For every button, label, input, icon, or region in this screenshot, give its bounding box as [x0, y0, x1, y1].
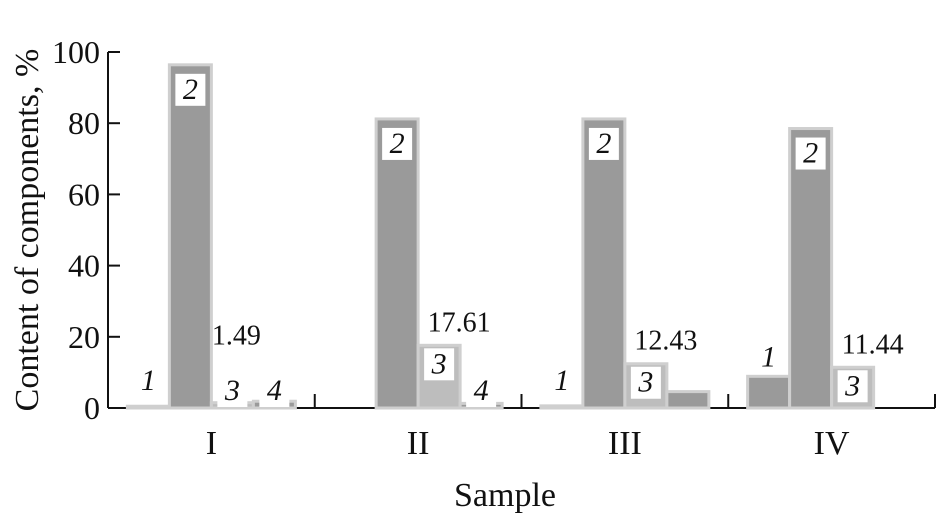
y-tick-label: 60 — [68, 176, 100, 212]
x-tick-label: I — [206, 425, 217, 462]
bar-III-series-4 — [665, 390, 711, 410]
y-axis: 0 20 40 60 80 100 — [52, 34, 120, 426]
bar-series-label: 1 — [761, 340, 776, 373]
bar-III-series-2 — [581, 117, 627, 410]
y-tick-label: 0 — [84, 390, 100, 426]
y-tick-label: 100 — [52, 34, 100, 70]
bar-III-series-1 — [539, 404, 585, 410]
x-tick-label: IV — [814, 425, 850, 462]
bar-label-box — [424, 348, 455, 381]
bar-label-box — [382, 127, 413, 160]
y-tick-label: 40 — [68, 248, 100, 284]
y-axis-title: Content of components, % — [9, 49, 46, 412]
bar-label-box — [217, 375, 248, 407]
bar-IV-series-1 — [746, 374, 792, 410]
bar-series-label: 3 — [224, 374, 240, 407]
bar-series-label: 1 — [141, 364, 156, 397]
bar-series-label: 2 — [183, 73, 198, 106]
bar-series-label: 2 — [596, 127, 611, 160]
bar-series-label: 4 — [267, 374, 282, 407]
bar-series-label: 4 — [474, 374, 489, 407]
value-label: 17.61 — [428, 307, 491, 338]
value-label: 11.44 — [842, 329, 904, 360]
value-label: 12.43 — [634, 326, 697, 357]
bar-label-box — [795, 137, 826, 170]
value-label: 1.49 — [212, 321, 261, 352]
bar-label-box — [588, 127, 619, 160]
bar-label-box — [259, 375, 290, 407]
bar-series-label: 3 — [431, 347, 447, 380]
bar-series-label: 1 — [554, 364, 569, 397]
bar-I-series-1 — [125, 404, 171, 410]
x-tick-label: III — [608, 425, 642, 462]
x-tick-label: II — [407, 425, 430, 462]
bar-IV-series-2 — [788, 127, 834, 410]
bar-series-label: 3 — [637, 366, 653, 399]
bar-series-label: 3 — [844, 369, 860, 402]
y-tick-label: 80 — [68, 105, 100, 141]
x-axis-title: Sample — [454, 477, 556, 514]
bar-label-box — [175, 73, 206, 106]
bar-series-label: 2 — [803, 137, 818, 170]
x-axis: I II III IV — [108, 394, 936, 462]
bar-I-series-2 — [167, 63, 213, 410]
bar-series-label: 2 — [390, 127, 405, 160]
y-tick-label: 20 — [68, 319, 100, 355]
bar-label-box — [466, 375, 497, 407]
bar-label-box — [630, 366, 661, 399]
bar-label-box — [837, 370, 868, 403]
bar-II-series-2 — [374, 117, 420, 410]
